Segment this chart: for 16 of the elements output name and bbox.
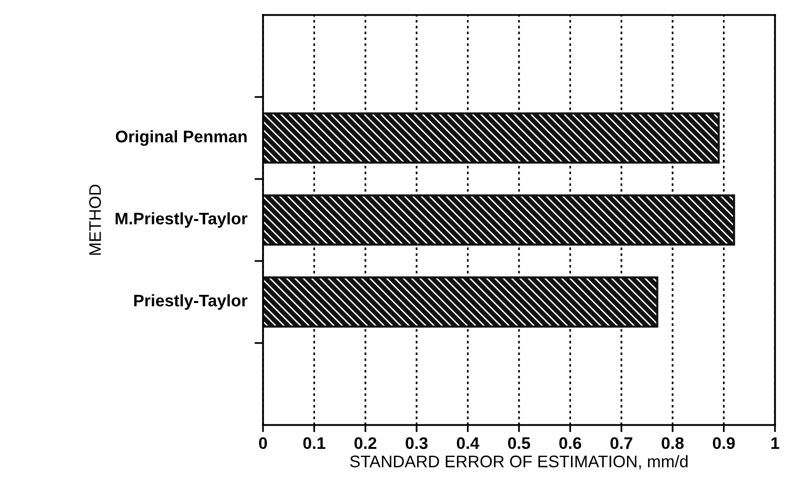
- x-axis-title: STANDARD ERROR OF ESTIMATION, mm/d: [350, 455, 688, 470]
- x-tick-label: 0: [259, 437, 267, 450]
- x-tick-label: 0.2: [354, 437, 376, 450]
- x-tick-label: 0.3: [406, 437, 428, 450]
- x-tick-label: 0.1: [303, 437, 326, 450]
- y-tick-label: Priestly-Taylor: [134, 294, 248, 310]
- y-axis-title: METHOD: [89, 184, 101, 255]
- x-tick-label: 0.9: [712, 437, 735, 450]
- x-tick-label: 0.4: [456, 437, 480, 450]
- x-tick-label: 0.8: [662, 437, 684, 450]
- x-tick-label: 0.6: [559, 437, 582, 450]
- y-tick-label: Original Penman: [116, 130, 247, 146]
- x-tick-label: 0.7: [610, 437, 632, 450]
- x-tick-label: 1: [771, 437, 780, 449]
- x-tick-label: 0.5: [508, 437, 530, 450]
- y-tick-label: M.Priestly-Taylor: [116, 212, 248, 228]
